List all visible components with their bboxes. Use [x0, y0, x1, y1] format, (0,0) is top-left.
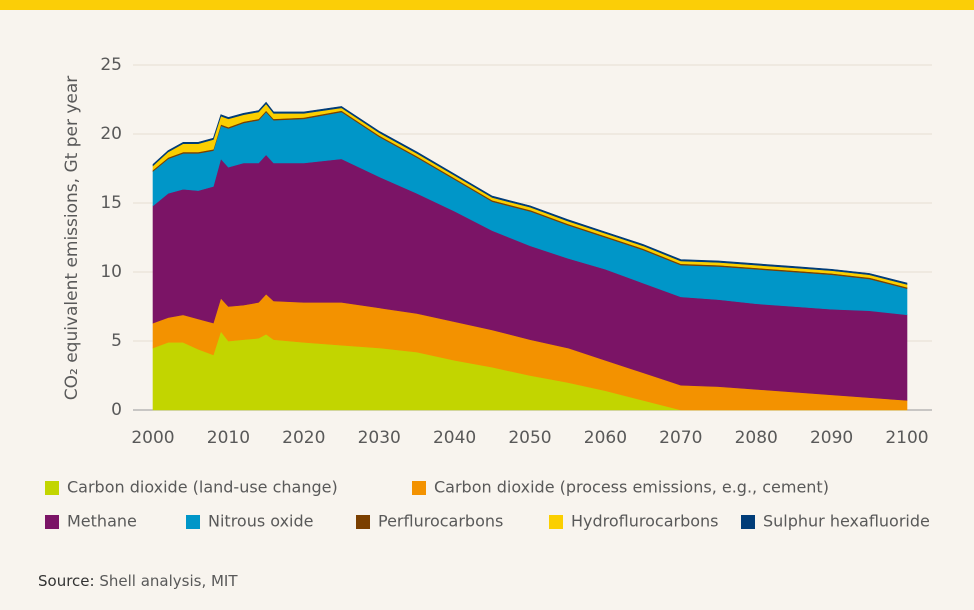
- y-tick-label: 15: [100, 193, 122, 213]
- area: [152, 101, 908, 285]
- x-tick-label: 2090: [810, 428, 853, 448]
- legend-swatch: [549, 515, 563, 529]
- legend-label: Nitrous oxide: [208, 512, 313, 531]
- legend-label: Carbon dioxide (process emissions, e.g.,…: [434, 478, 829, 497]
- y-tick-label: 5: [111, 331, 122, 351]
- x-tick-label: 2100: [885, 428, 928, 448]
- top-band: [0, 0, 974, 10]
- x-tick-label: 2030: [358, 428, 401, 448]
- legend: Carbon dioxide (land-use change) Carbon d…: [45, 478, 930, 531]
- legend-swatch: [45, 481, 59, 495]
- x-tick-label: 2010: [207, 428, 250, 448]
- legend-label: Methane: [67, 512, 137, 531]
- y-tick-label: 25: [100, 55, 122, 75]
- x-tick-label: 2000: [131, 428, 174, 448]
- legend-swatch: [741, 515, 755, 529]
- source-text: Shell analysis, MIT: [99, 572, 238, 590]
- x-tick-label: 2080: [735, 428, 778, 448]
- y-axis-label: CO₂ equivalent emissions, Gt per year: [62, 76, 82, 401]
- legend-swatch: [186, 515, 200, 529]
- source: Source: Shell analysis, MIT: [38, 572, 238, 590]
- y-tick-label: 10: [100, 262, 122, 282]
- legend-swatch: [356, 515, 370, 529]
- y-tick-label: 0: [111, 400, 122, 420]
- legend-label: Hydroflurocarbons: [571, 512, 719, 531]
- x-tick-label: 2040: [433, 428, 476, 448]
- x-tick-label: 2020: [282, 428, 325, 448]
- x-tick-label: 2050: [508, 428, 551, 448]
- legend-label: Sulphur hexafluoride: [763, 512, 930, 531]
- x-tick-label: 2060: [584, 428, 627, 448]
- source-label: Source:: [38, 572, 95, 590]
- legend-swatch: [45, 515, 59, 529]
- y-tick-label: 20: [100, 124, 122, 144]
- legend-swatch: [412, 481, 426, 495]
- legend-label: Perflurocarbons: [378, 512, 503, 531]
- legend-label: Carbon dioxide (land-use change): [67, 478, 338, 497]
- x-tick-label: 2070: [659, 428, 702, 448]
